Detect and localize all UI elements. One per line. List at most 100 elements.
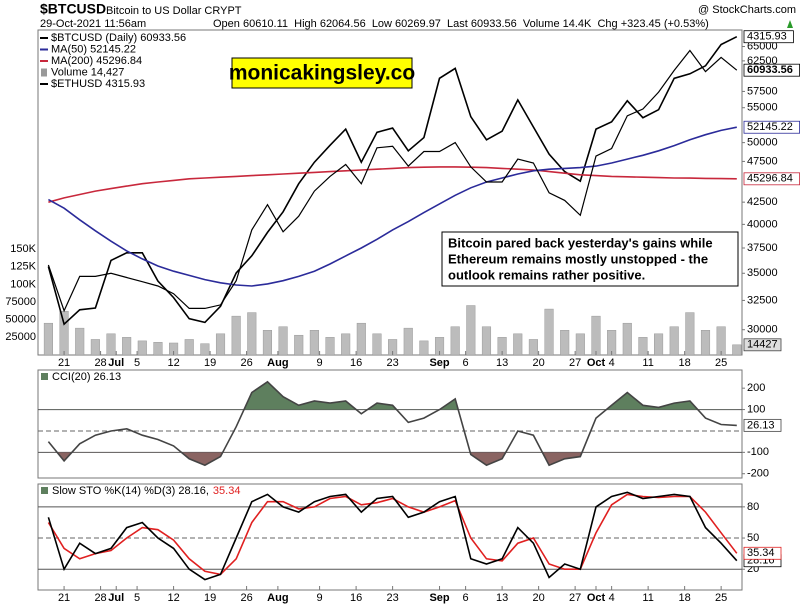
volume-bar [247, 312, 257, 355]
y-tick-label: 57500 [747, 85, 778, 97]
panel-frame [37, 483, 743, 591]
x-tick-label: 27 [569, 357, 581, 369]
x-tick-label: 18 [679, 592, 691, 604]
series-line [47, 35, 738, 326]
indicator-title-value: 35.34 [213, 485, 241, 497]
volume-bar [231, 315, 241, 355]
x-tick-label: 19 [204, 592, 216, 604]
x-tick-label: 11 [642, 592, 653, 604]
y-tick-label: 50 [747, 532, 759, 544]
volume-bar [450, 326, 460, 355]
watermark-box [231, 57, 413, 89]
watermark: monicakingsley.co [229, 62, 415, 85]
y-tick-label: 32500 [747, 294, 778, 306]
volume-bar [59, 310, 69, 355]
annotation-line: outlook remains rather positive. [448, 267, 645, 282]
y-tick-label: 65000 [747, 40, 778, 52]
indicator-title-text: CCI(20) 26.13 [52, 371, 121, 383]
volume-bar [591, 315, 601, 355]
legend-label: $BTCUSD (Daily) 60933.56 [51, 32, 186, 44]
volume-bar [544, 308, 554, 355]
volume-bar [356, 322, 366, 355]
volume-bar [732, 344, 742, 355]
x-tick-label: 5 [134, 592, 140, 604]
last-value-label: 45296.84 [747, 173, 793, 185]
plot-area [38, 380, 742, 467]
plot-area [38, 491, 742, 581]
indicator-title-text: Slow STO %K(14) %D(3) 28.16, [52, 485, 209, 497]
series-line [47, 493, 738, 576]
y-tick-label: 50000 [747, 137, 778, 149]
y-tick-label: -100 [747, 446, 769, 458]
y-tick-label: 80 [747, 501, 759, 513]
x-tick-label: 25 [715, 592, 727, 604]
volume-bar [278, 326, 288, 355]
y-tick-label: 40000 [747, 218, 778, 230]
last-value-box [743, 63, 800, 77]
x-tick-label: 28 [94, 357, 106, 369]
indicator-title: Slow STO %K(14) %D(3) 28.16, 35.34 [52, 485, 240, 497]
x-tick-label: Oct [587, 592, 606, 604]
x-tick-label: 6 [463, 357, 469, 369]
volume-bar [481, 326, 492, 355]
volume-bar [106, 333, 116, 355]
x-tick-label: 13 [496, 357, 508, 369]
series-line [47, 49, 738, 313]
volume-bar [341, 333, 351, 355]
volume-bar [309, 330, 319, 355]
last-value-box [743, 30, 794, 44]
legend-label: MA(50) 52145.22 [51, 43, 136, 55]
volume-bar [262, 330, 273, 355]
x-tick-label: 23 [386, 357, 398, 369]
y2-tick-label: 150K [10, 243, 36, 255]
indicator-title: CCI(20) 26.13 [52, 371, 121, 383]
volume-bar [122, 337, 132, 355]
last-value-box [743, 418, 782, 432]
last-value-label: 60933.56 [747, 64, 793, 76]
y2-tick-label: 50000 [5, 314, 36, 326]
volume-bar [90, 339, 100, 355]
panel-frame [37, 369, 743, 479]
y-tick-label: 35000 [747, 267, 778, 279]
volume-bar [419, 340, 429, 355]
volume-bar [575, 333, 585, 355]
x-tick-label: Sep [429, 357, 449, 369]
x-tick-label: 13 [496, 592, 508, 604]
x-tick-label: 19 [204, 357, 216, 369]
x-tick-label: 4 [609, 357, 615, 369]
annotation-line: Bitcoin pared back yesterday's gains whi… [448, 235, 713, 250]
legend-swatch [41, 68, 47, 77]
x-tick-label: 16 [350, 357, 362, 369]
volume-bar [513, 333, 523, 355]
last-value-label: 35.34 [747, 547, 775, 559]
x-tick-label: 11 [642, 357, 653, 369]
x-tick-label: 26 [240, 592, 252, 604]
x-tick-label: 9 [317, 592, 323, 604]
volume-bar [560, 330, 570, 355]
y2-tick-label: 75000 [5, 296, 36, 308]
y-tick-label: 200 [747, 382, 765, 394]
series-line [48, 166, 737, 203]
y-tick-label: 42500 [747, 196, 778, 208]
last-value-box [743, 172, 800, 186]
last-value-box [743, 338, 782, 352]
source: @ StockCharts.com [698, 4, 796, 16]
series-line [48, 126, 737, 287]
cci-fill [48, 381, 737, 410]
plot-area [43, 35, 742, 355]
last-value-label: 26.13 [747, 419, 775, 431]
x-tick-label: 12 [167, 357, 179, 369]
volume-bar [716, 326, 726, 355]
volume-bar [294, 334, 304, 355]
y2-tick-label: 125K [10, 261, 36, 273]
x-tick-label: 28 [94, 592, 106, 604]
legend-label: MA(200) 45296.84 [51, 55, 142, 67]
volume-bar [685, 312, 695, 355]
volume-bar [372, 333, 382, 355]
x-tick-label: 25 [715, 357, 727, 369]
volume-bar [654, 333, 664, 355]
x-tick-label: 21 [58, 592, 70, 604]
x-tick-label: 21 [58, 357, 70, 369]
volume-bar [43, 322, 53, 355]
